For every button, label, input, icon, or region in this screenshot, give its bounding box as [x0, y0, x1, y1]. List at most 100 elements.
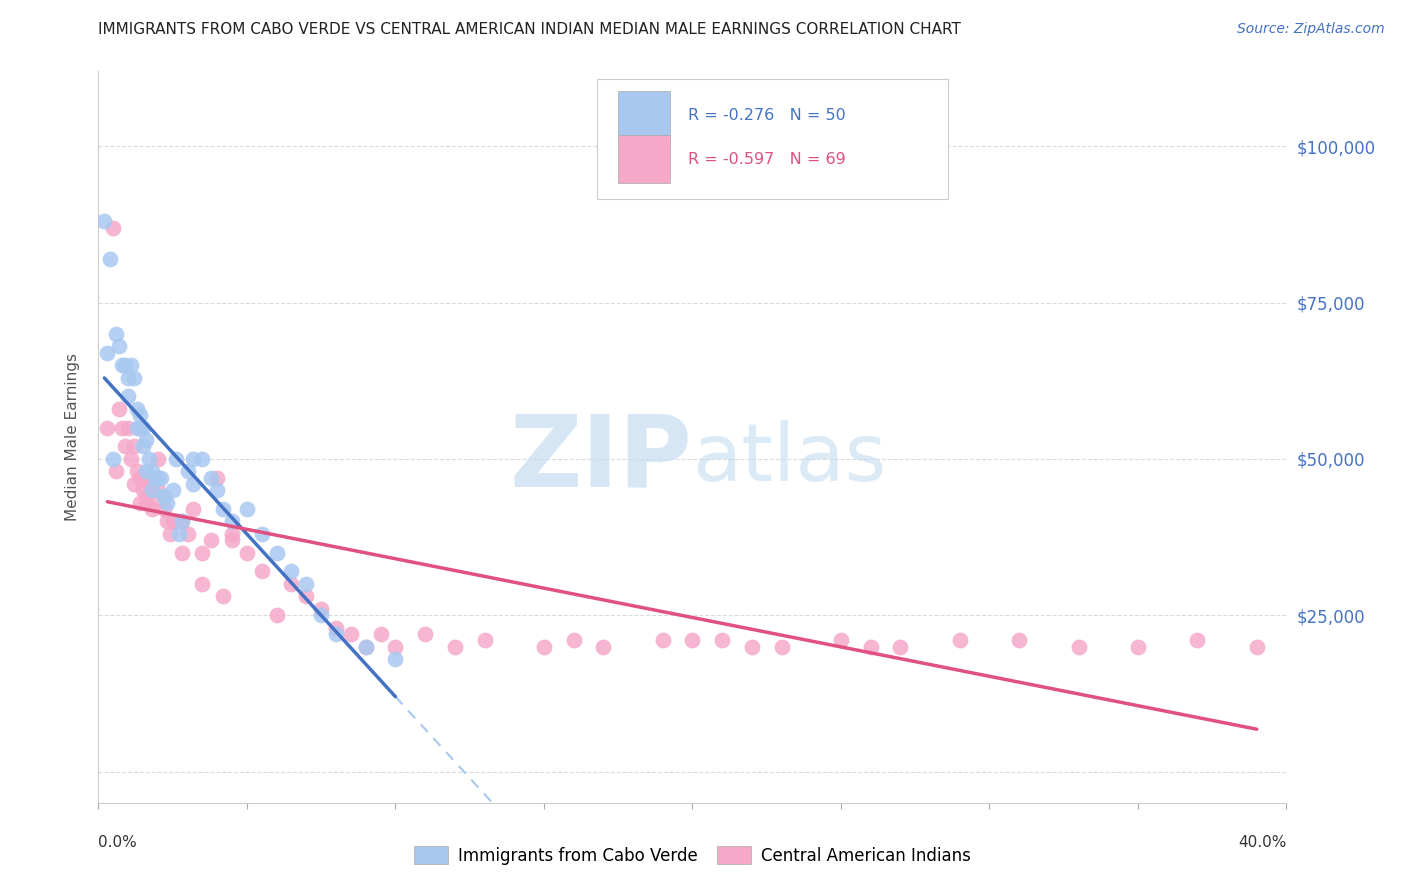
Point: [143, 471, 166, 485]
Point: [170, 515, 193, 529]
Point: [98, 252, 121, 266]
Point: [108, 339, 131, 353]
Point: [129, 471, 152, 485]
Point: [96, 420, 118, 434]
Point: [236, 502, 259, 516]
Point: [141, 502, 163, 516]
Point: [221, 527, 243, 541]
Point: [250, 565, 273, 579]
Point: [309, 608, 332, 623]
Point: [325, 627, 347, 641]
Point: [152, 502, 174, 516]
Point: [132, 483, 155, 498]
Point: [125, 401, 148, 416]
Point: [108, 401, 131, 416]
Point: [533, 640, 555, 654]
Point: [170, 546, 193, 560]
Point: [152, 490, 174, 504]
Point: [354, 640, 377, 654]
Point: [889, 640, 911, 654]
Point: [149, 471, 172, 485]
Point: [120, 358, 142, 372]
Point: [135, 465, 157, 479]
Point: [138, 452, 160, 467]
Text: IMMIGRANTS FROM CABO VERDE VS CENTRAL AMERICAN INDIAN MEDIAN MALE EARNINGS CORRE: IMMIGRANTS FROM CABO VERDE VS CENTRAL AM…: [98, 22, 962, 37]
Point: [170, 515, 193, 529]
Point: [111, 420, 134, 434]
Point: [212, 502, 235, 516]
Point: [117, 370, 139, 384]
Point: [354, 640, 377, 654]
Point: [156, 496, 179, 510]
Point: [125, 420, 148, 434]
Point: [132, 440, 155, 454]
Point: [325, 621, 347, 635]
Point: [111, 358, 134, 372]
Point: [176, 527, 198, 541]
Point: [370, 627, 392, 641]
Point: [93, 214, 115, 228]
Point: [183, 502, 205, 516]
Point: [117, 389, 139, 403]
Text: ZIP: ZIP: [509, 410, 693, 508]
Point: [250, 527, 273, 541]
Point: [592, 640, 614, 654]
Point: [132, 471, 155, 485]
Point: [295, 590, 318, 604]
Point: [474, 633, 496, 648]
Text: 40.0%: 40.0%: [1239, 836, 1286, 850]
Point: [165, 452, 187, 467]
Point: [266, 608, 288, 623]
Text: Source: ZipAtlas.com: Source: ZipAtlas.com: [1237, 22, 1385, 37]
Point: [280, 577, 302, 591]
Text: 0.0%: 0.0%: [98, 836, 138, 850]
Point: [105, 326, 128, 341]
Point: [183, 452, 205, 467]
Point: [122, 440, 145, 454]
Point: [159, 527, 181, 541]
Point: [167, 527, 190, 541]
Point: [741, 640, 763, 654]
Point: [135, 434, 157, 448]
Point: [1126, 640, 1149, 654]
Point: [122, 477, 145, 491]
Point: [135, 490, 157, 504]
Point: [96, 345, 118, 359]
Point: [103, 220, 125, 235]
Text: R = -0.597   N = 69: R = -0.597 N = 69: [688, 152, 845, 167]
Point: [146, 452, 169, 467]
Point: [146, 483, 169, 498]
Point: [129, 420, 152, 434]
Point: [236, 546, 259, 560]
Point: [280, 565, 302, 579]
Point: [384, 652, 406, 666]
Y-axis label: Median Male Earnings: Median Male Earnings: [65, 353, 80, 521]
Point: [711, 633, 734, 648]
Point: [141, 465, 163, 479]
FancyBboxPatch shape: [617, 135, 669, 183]
Point: [143, 496, 166, 510]
Point: [176, 465, 198, 479]
Point: [146, 471, 169, 485]
Point: [129, 496, 152, 510]
FancyBboxPatch shape: [617, 91, 669, 139]
Point: [1246, 640, 1268, 654]
Point: [682, 633, 704, 648]
Point: [125, 465, 148, 479]
Legend: Immigrants from Cabo Verde, Central American Indians: Immigrants from Cabo Verde, Central Amer…: [408, 839, 977, 871]
Point: [191, 577, 214, 591]
Point: [122, 370, 145, 384]
Point: [200, 533, 222, 548]
Point: [135, 496, 157, 510]
Point: [859, 640, 882, 654]
Point: [562, 633, 585, 648]
Point: [141, 483, 163, 498]
Point: [212, 590, 235, 604]
Point: [207, 483, 229, 498]
Point: [207, 471, 229, 485]
Text: R = -0.276   N = 50: R = -0.276 N = 50: [688, 108, 845, 123]
Point: [1008, 633, 1031, 648]
Point: [183, 477, 205, 491]
Point: [1187, 633, 1209, 648]
Point: [443, 640, 465, 654]
